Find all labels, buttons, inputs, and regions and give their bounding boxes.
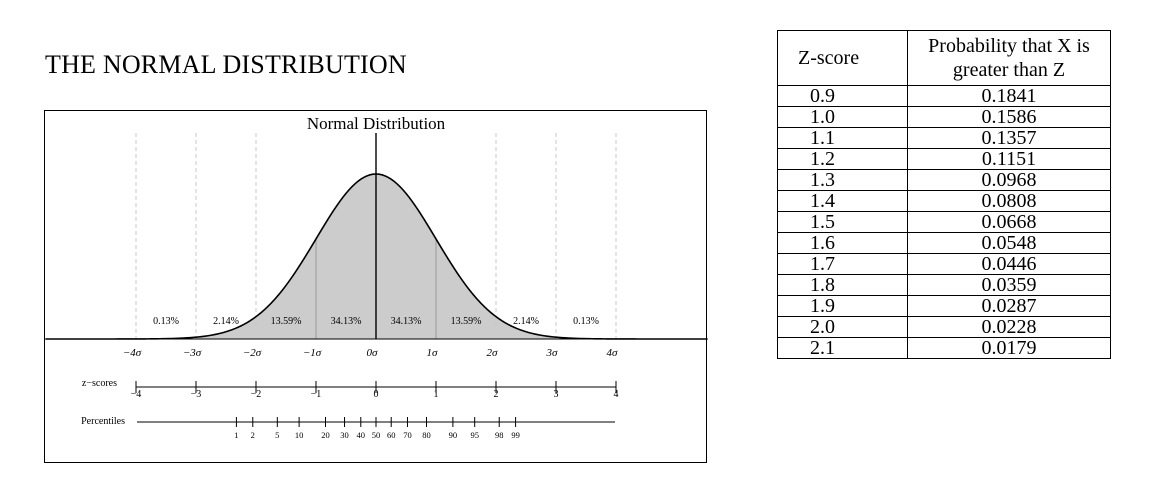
z-score-table: Z-score Probability that X is greater th…	[777, 30, 1111, 359]
percentile-tick-label: 98	[495, 430, 504, 440]
sigma-tick-label: −4σ	[123, 347, 142, 359]
zscores-axis-label: z−scores	[82, 378, 117, 389]
chart-title: Normal Distribution	[307, 114, 446, 133]
percentile-tick-label: 60	[387, 430, 396, 440]
table-row: 1.3 0.0968	[777, 169, 1111, 191]
z-score-cell: 1.3	[777, 169, 908, 191]
percentile-tick-label: 2	[251, 430, 255, 440]
probability-cell: 0.0968	[907, 169, 1111, 191]
z-score-cell: 1.0	[777, 106, 908, 128]
table-row: 1.0 0.1586	[777, 106, 1111, 128]
probability-cell: 0.0446	[907, 253, 1111, 275]
percentile-tick-label: 99	[511, 430, 519, 440]
percentile-tick-label: 80	[422, 430, 431, 440]
region-percent-label: 0.13%	[573, 316, 599, 327]
probability-cell: 0.0359	[907, 274, 1111, 296]
z-score-cell: 1.6	[777, 232, 908, 254]
page-title: THE NORMAL DISTRIBUTION	[45, 50, 407, 79]
table-row: 1.5 0.0668	[777, 211, 1111, 233]
percentile-tick-label: 95	[470, 430, 479, 440]
table-row: 1.6 0.0548	[777, 232, 1111, 254]
probability-cell: 0.0228	[907, 316, 1111, 338]
zscores-tick-label: 1	[434, 389, 439, 400]
zscores-tick-label: 0	[374, 389, 379, 400]
zscores-tick-label: −1	[311, 389, 322, 400]
probability-cell: 0.0287	[907, 295, 1111, 317]
table-row: 1.9 0.0287	[777, 295, 1111, 317]
table-row: 1.8 0.0359	[777, 274, 1111, 296]
z-score-cell: 2.1	[777, 337, 908, 359]
zscores-tick-label: −4	[131, 389, 142, 400]
region-percent-label: 34.13%	[391, 316, 422, 327]
zscores-tick-label: 4	[614, 389, 619, 400]
sigma-tick-label: 4σ	[607, 347, 619, 359]
header-probability: Probability that X is greater than Z	[907, 30, 1111, 86]
probability-cell: 0.1357	[907, 127, 1111, 149]
z-score-cell: 1.8	[777, 274, 908, 296]
sigma-tick-label: −2σ	[243, 347, 262, 359]
region-percent-label: 0.13%	[153, 316, 179, 327]
z-score-cell: 1.5	[777, 211, 908, 233]
probability-cell: 0.0179	[907, 337, 1111, 359]
zscores-tick-label: −2	[251, 389, 262, 400]
sigma-tick-label: 1σ	[427, 347, 439, 359]
probability-cell: 0.0668	[907, 211, 1111, 233]
chart-canvas: Normal Distribution 0.13% 2.14% 13.59% 34.13…	[45, 114, 708, 440]
z-score-cell: 1.2	[777, 148, 908, 170]
probability-cell: 0.1586	[907, 106, 1111, 128]
normal-distribution-chart: Normal Distribution 0.13% 2.14% 13.59% 34.13…	[44, 110, 708, 463]
percentile-tick-label: 90	[449, 430, 458, 440]
percentile-tick-label: 20	[321, 430, 330, 440]
percentile-tick-label: 40	[357, 430, 366, 440]
region-percent-label: 13.59%	[271, 316, 302, 327]
table-row: 1.2 0.1151	[777, 148, 1111, 170]
zscores-tick-label: −3	[191, 389, 202, 400]
probability-cell: 0.0548	[907, 232, 1111, 254]
percentiles-axis-label: Percentiles	[81, 416, 125, 427]
probability-cell: 0.1151	[907, 148, 1111, 170]
zscores-tick-label: 2	[494, 389, 499, 400]
probability-cell: 0.0808	[907, 190, 1111, 212]
probability-cell: 0.1841	[907, 85, 1111, 107]
table-body: 0.9 0.1841 1.0 0.1586 1.1 0.1357 1.2 0.1151 1.3 0…	[777, 85, 1111, 359]
table-row: 2.0 0.0228	[777, 316, 1111, 338]
region-percent-label: 13.59%	[451, 316, 482, 327]
table-row: 2.1 0.0179	[777, 337, 1111, 359]
sigma-tick-label: 3σ	[546, 347, 559, 359]
table-header-row: Z-score Probability that X is greater th…	[777, 30, 1111, 86]
percentile-tick-label: 10	[295, 430, 304, 440]
percentile-tick-label: 50	[372, 430, 381, 440]
table-row: 1.4 0.0808	[777, 190, 1111, 212]
table-row: 1.1 0.1357	[777, 127, 1111, 149]
region-percent-label: 2.14%	[213, 316, 239, 327]
z-score-cell: 1.7	[777, 253, 908, 275]
z-score-cell: 0.9	[777, 85, 908, 107]
sigma-tick-label: −1σ	[303, 347, 322, 359]
sigma-tick-label: −3σ	[183, 347, 202, 359]
z-score-cell: 1.9	[777, 295, 908, 317]
percentile-tick-label: 70	[403, 430, 412, 440]
z-score-cell: 1.4	[777, 190, 908, 212]
percentile-tick-label: 30	[340, 430, 349, 440]
region-percent-label: 2.14%	[513, 316, 539, 327]
sigma-tick-label: 0σ	[367, 347, 379, 359]
region-percent-label: 34.13%	[331, 316, 362, 327]
sigma-tick-label: 2σ	[487, 347, 499, 359]
percentile-tick-label: 5	[275, 430, 279, 440]
z-score-cell: 1.1	[777, 127, 908, 149]
zscores-tick-label: 3	[554, 389, 559, 400]
header-z-score: Z-score	[777, 30, 908, 86]
table-row: 0.9 0.1841	[777, 85, 1111, 107]
table-row: 1.7 0.0446	[777, 253, 1111, 275]
z-score-cell: 2.0	[777, 316, 908, 338]
percentile-tick-label: 1	[234, 430, 238, 440]
